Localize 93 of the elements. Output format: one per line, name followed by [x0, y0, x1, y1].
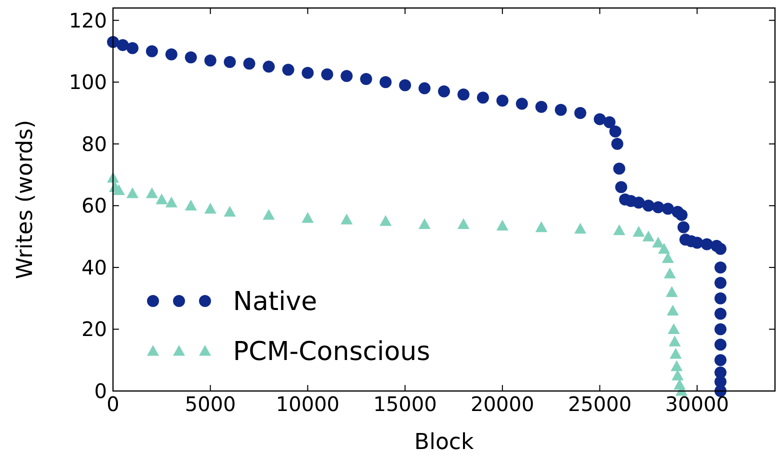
x-tick-label: 5000	[184, 392, 236, 416]
point	[714, 276, 726, 289]
point	[126, 187, 138, 198]
point	[609, 126, 622, 138]
point	[302, 212, 314, 223]
point	[611, 138, 624, 150]
legend-label: Native	[233, 287, 318, 317]
x-tick-label: 20000	[470, 392, 534, 416]
x-tick-label: 15000	[373, 392, 437, 416]
point	[302, 66, 314, 79]
point	[340, 70, 353, 82]
point	[714, 354, 726, 366]
y-tick-label: 100	[68, 70, 107, 94]
point	[360, 73, 372, 86]
point	[676, 208, 688, 221]
point	[652, 236, 664, 248]
point	[658, 242, 670, 254]
point	[262, 208, 275, 220]
point	[184, 51, 197, 64]
point	[476, 92, 489, 104]
y-tick-label: 120	[68, 8, 107, 32]
point	[664, 268, 676, 278]
point	[714, 323, 726, 336]
point	[632, 196, 645, 209]
point	[438, 85, 450, 98]
point	[714, 242, 726, 255]
point	[496, 94, 508, 107]
x-axis-title: Block	[414, 430, 474, 455]
point	[666, 286, 678, 297]
point	[652, 201, 664, 214]
x-tick-label: 10000	[276, 392, 340, 416]
point	[642, 200, 654, 212]
point	[535, 100, 548, 113]
point	[554, 104, 567, 116]
point	[535, 221, 548, 232]
point	[146, 187, 158, 198]
point	[714, 261, 726, 274]
point	[418, 218, 431, 230]
point	[380, 215, 392, 226]
point	[677, 221, 690, 234]
point	[516, 98, 528, 110]
point	[224, 56, 236, 68]
point	[642, 230, 654, 242]
y-tick-label: 20	[82, 317, 107, 342]
point	[457, 88, 470, 100]
point	[204, 54, 216, 67]
point	[184, 200, 197, 210]
y-tick-label: 60	[82, 194, 107, 218]
point	[165, 196, 178, 208]
point	[666, 304, 679, 316]
y-tick-label: 80	[82, 132, 107, 156]
point	[282, 64, 294, 76]
point	[399, 79, 412, 92]
point	[321, 68, 334, 80]
point	[594, 113, 606, 126]
point	[116, 39, 129, 52]
x-tick-label: 25000	[568, 392, 632, 416]
x-tick-label: 30000	[665, 392, 729, 416]
point	[146, 45, 158, 58]
point	[457, 218, 470, 230]
point	[380, 76, 392, 88]
point	[714, 292, 726, 304]
point	[604, 116, 616, 128]
point	[613, 162, 626, 175]
y-tick-label: 40	[82, 255, 107, 280]
point	[574, 222, 586, 234]
point	[615, 181, 628, 194]
point	[672, 370, 684, 380]
point	[662, 252, 674, 263]
point	[714, 308, 726, 320]
point	[224, 206, 236, 217]
point	[668, 336, 681, 346]
point	[243, 58, 256, 70]
point	[126, 42, 138, 54]
point	[156, 194, 168, 204]
legend-label: PCM-Conscious	[233, 337, 430, 367]
y-axis-title: Writes (words)	[13, 120, 38, 280]
point	[165, 48, 178, 60]
point	[613, 224, 626, 236]
point	[418, 82, 431, 94]
point	[340, 214, 353, 224]
point	[204, 202, 216, 214]
point	[574, 107, 586, 120]
point	[668, 323, 680, 334]
point	[670, 348, 682, 359]
point	[496, 220, 508, 231]
point	[632, 226, 645, 237]
point	[112, 184, 125, 196]
point	[662, 202, 674, 215]
point	[262, 60, 275, 73]
point	[670, 360, 683, 372]
point	[691, 236, 704, 249]
point	[714, 338, 726, 351]
